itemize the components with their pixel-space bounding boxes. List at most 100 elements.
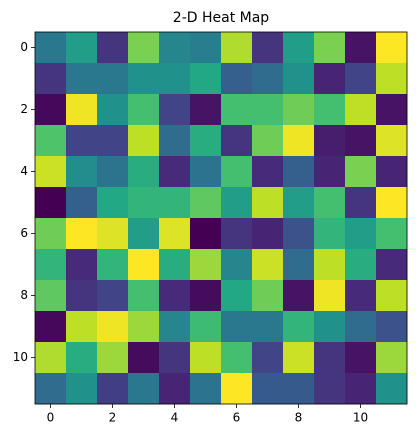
heat-cell xyxy=(221,156,253,188)
heat-cell xyxy=(221,32,253,64)
heat-cell xyxy=(314,280,346,312)
heat-cell xyxy=(190,32,222,64)
heat-cell xyxy=(159,63,191,95)
heat-cell xyxy=(314,63,346,95)
heat-cell xyxy=(283,125,315,157)
heat-cell xyxy=(376,342,408,374)
heat-cell xyxy=(35,63,67,95)
heat-cell xyxy=(97,373,129,405)
heat-cell xyxy=(283,311,315,343)
heat-cell xyxy=(97,311,129,343)
heat-cell xyxy=(252,342,284,374)
heat-cell xyxy=(252,32,284,64)
x-tick-label: 2 xyxy=(109,411,117,425)
heat-cell xyxy=(66,63,98,95)
heat-cell xyxy=(97,156,129,188)
heat-cell xyxy=(128,156,160,188)
heat-cell xyxy=(345,125,377,157)
heat-cell xyxy=(128,342,160,374)
plot-frame xyxy=(34,31,408,405)
heat-cell xyxy=(159,280,191,312)
heat-cell xyxy=(376,311,408,343)
heat-cell xyxy=(35,156,67,188)
heat-cell xyxy=(345,94,377,126)
heat-cell xyxy=(283,156,315,188)
heat-cell xyxy=(283,249,315,281)
heat-cell xyxy=(376,249,408,281)
heat-cell xyxy=(221,311,253,343)
x-tick-label: 0 xyxy=(47,411,55,425)
y-tick-label: 10 xyxy=(13,350,28,364)
heat-cell xyxy=(66,125,98,157)
heat-cell xyxy=(376,280,408,312)
heat-cell xyxy=(252,187,284,219)
heat-cell xyxy=(66,280,98,312)
heat-cell xyxy=(314,187,346,219)
heat-cell xyxy=(345,249,377,281)
heat-cell xyxy=(66,94,98,126)
heat-cell xyxy=(128,373,160,405)
heat-cell xyxy=(190,249,222,281)
heat-cell xyxy=(376,187,408,219)
heat-cell xyxy=(376,218,408,250)
heat-cell xyxy=(35,311,67,343)
heat-cell xyxy=(190,156,222,188)
heat-cell xyxy=(283,187,315,219)
heat-cell xyxy=(376,32,408,64)
heat-cell xyxy=(35,94,67,126)
heat-cell xyxy=(376,63,408,95)
heat-cell xyxy=(345,311,377,343)
heat-cell xyxy=(190,187,222,219)
chart-title: 2-D Heat Map xyxy=(173,10,270,26)
y-tick-label: 6 xyxy=(20,226,28,240)
x-tick-label: 4 xyxy=(171,411,179,425)
heat-cell xyxy=(252,218,284,250)
heat-cell xyxy=(283,342,315,374)
heat-cell xyxy=(97,280,129,312)
heat-cell xyxy=(283,32,315,64)
heat-cell xyxy=(66,156,98,188)
heat-cell xyxy=(66,187,98,219)
heat-cell xyxy=(66,311,98,343)
heat-cell xyxy=(35,249,67,281)
heat-cell xyxy=(314,156,346,188)
heat-cell xyxy=(314,373,346,405)
y-tick-label: 2 xyxy=(20,102,28,116)
heat-cell xyxy=(376,373,408,405)
heat-cell xyxy=(159,187,191,219)
heat-cell xyxy=(252,373,284,405)
heat-cell xyxy=(252,311,284,343)
heat-cell xyxy=(314,249,346,281)
heat-cell xyxy=(128,249,160,281)
heat-cell xyxy=(345,373,377,405)
heat-cell xyxy=(283,63,315,95)
heat-cell xyxy=(376,125,408,157)
heat-cell xyxy=(159,156,191,188)
heat-cell xyxy=(252,280,284,312)
heat-cell xyxy=(159,94,191,126)
x-tick-label: 10 xyxy=(353,411,368,425)
heat-cell xyxy=(190,63,222,95)
heat-cell xyxy=(97,32,129,64)
heat-cell xyxy=(376,156,408,188)
heat-cell xyxy=(283,218,315,250)
x-tick-label: 8 xyxy=(295,411,303,425)
heat-cell xyxy=(190,373,222,405)
heat-cell xyxy=(314,218,346,250)
heat-cell xyxy=(128,94,160,126)
heat-cell xyxy=(283,280,315,312)
heat-cell xyxy=(128,311,160,343)
heat-cell xyxy=(376,94,408,126)
heat-cell xyxy=(35,280,67,312)
heat-cell xyxy=(314,94,346,126)
heat-cell xyxy=(97,249,129,281)
heat-cell xyxy=(128,187,160,219)
heat-cell xyxy=(97,342,129,374)
heat-cell xyxy=(66,342,98,374)
heat-cell xyxy=(345,342,377,374)
heat-cell xyxy=(252,249,284,281)
heat-cell xyxy=(345,63,377,95)
heat-cell xyxy=(314,311,346,343)
heat-cell xyxy=(190,342,222,374)
heat-cell xyxy=(221,280,253,312)
